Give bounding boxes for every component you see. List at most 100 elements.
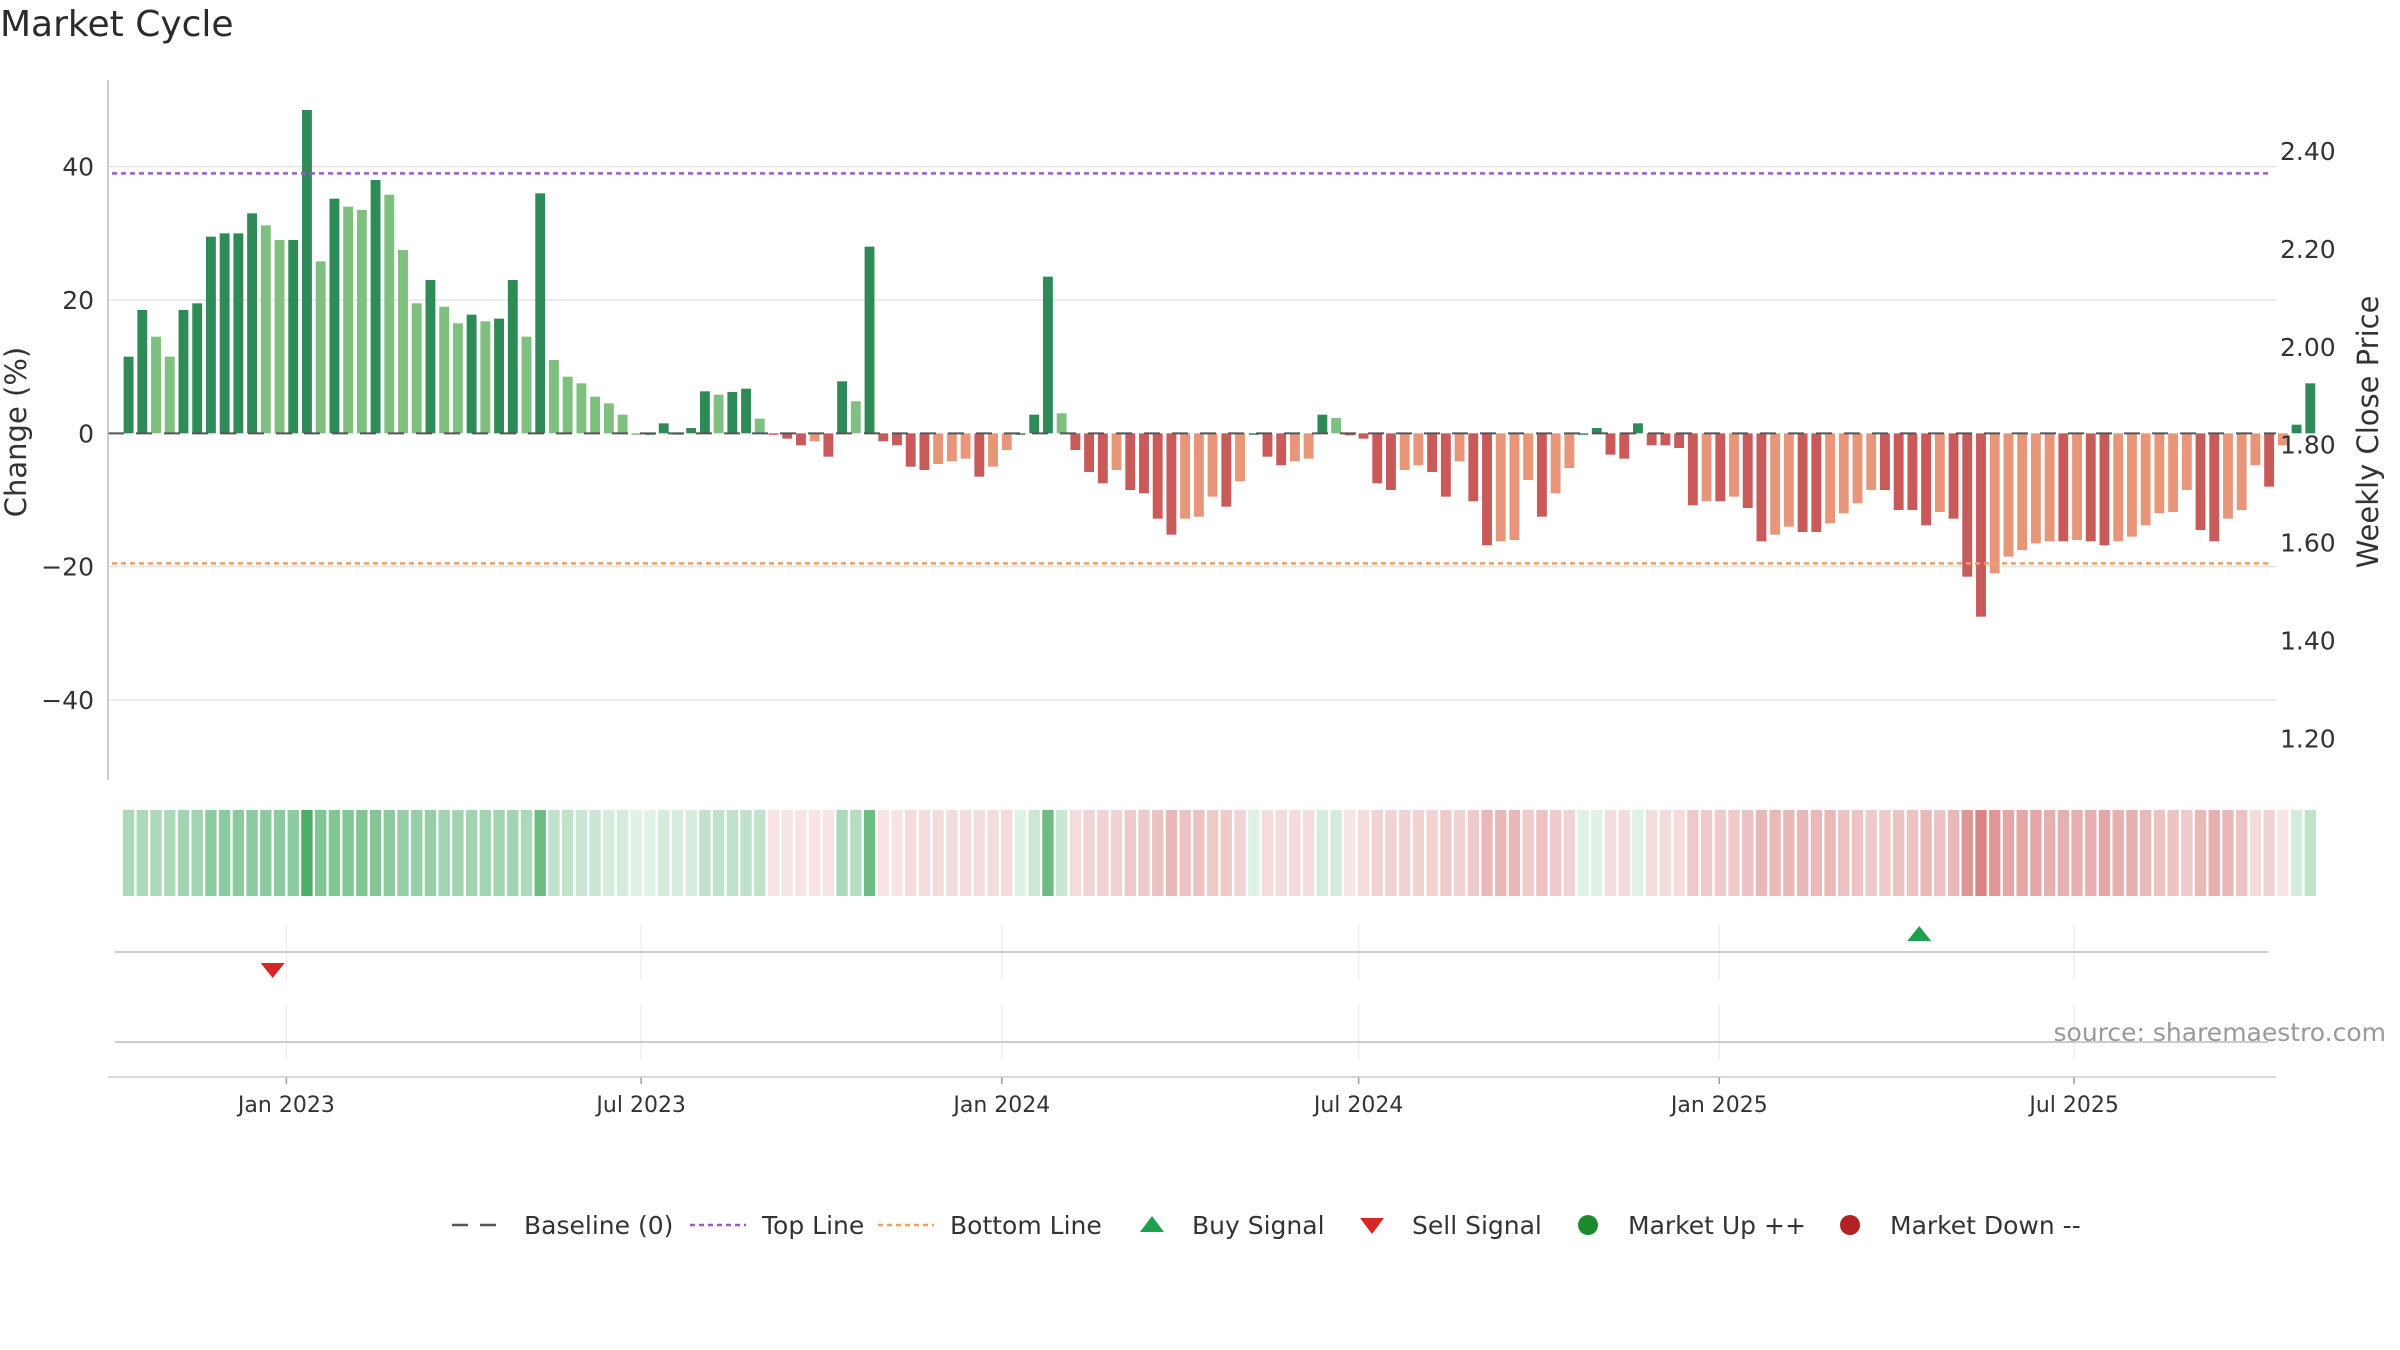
cycle-cell (1426, 810, 1438, 896)
change-bar (151, 336, 161, 434)
change-bar (329, 198, 340, 434)
cycle-cell (616, 810, 629, 896)
change-bar (1742, 433, 1753, 508)
cycle-cell (1989, 810, 2001, 896)
cycle-cell (465, 810, 478, 896)
change-bar (1811, 433, 1822, 532)
change-bar (1729, 433, 1739, 497)
cycle-cell (1481, 810, 1493, 896)
change-bar (2030, 433, 2041, 544)
cycle-cell (1124, 810, 1136, 896)
cycle-cell (1879, 810, 1891, 896)
cycle-cell (1234, 810, 1246, 896)
change-bar (1070, 433, 1081, 450)
change-bar (1125, 433, 1136, 490)
cycle-cell (932, 810, 944, 896)
change-bar (2305, 383, 2316, 434)
cycle-cell (1385, 810, 1397, 896)
change-bar (631, 433, 642, 435)
legend-label: Buy Signal (1192, 1211, 1325, 1240)
cycle-cell (1906, 810, 1919, 896)
cycle-cell (1577, 810, 1589, 896)
cycle-cell (959, 810, 972, 896)
cycle-cell (1495, 810, 1507, 896)
y2-axis-label: Weekly Close Price (2351, 296, 2385, 569)
cycle-cell (1289, 810, 1301, 896)
change-bar (1386, 433, 1396, 490)
cycle-cell (2222, 810, 2234, 896)
change-bar (2113, 433, 2124, 542)
y-tick-label: −20 (41, 553, 94, 582)
cycle-cell (493, 810, 505, 896)
change-bar (1372, 433, 1383, 484)
change-bar (1934, 433, 1945, 512)
change-bar (1084, 433, 1095, 472)
legend-market-down-icon (1840, 1215, 1860, 1235)
y2-tick-label: 2.00 (2280, 333, 2336, 362)
cycle-cell (177, 810, 190, 896)
y2-tick-label: 2.40 (2280, 137, 2336, 166)
change-bar (1674, 433, 1685, 448)
cycle-cell (1152, 810, 1164, 896)
change-bar (974, 433, 985, 477)
change-bar (1235, 433, 1245, 482)
change-bar (1907, 433, 1918, 510)
cycle-cell (1865, 810, 1877, 896)
change-bar (933, 433, 944, 464)
cycle-cell (1097, 810, 1109, 896)
cycle-cell (1014, 810, 1027, 896)
change-bar (1962, 433, 1973, 577)
change-bar (137, 310, 148, 434)
change-bar (1495, 433, 1506, 542)
cycle-cell (1851, 810, 1864, 896)
change-bar (2277, 433, 2288, 446)
change-bar (1770, 433, 1781, 535)
cycle-cell (342, 810, 354, 896)
cycle-cell (905, 810, 917, 896)
cycle-cell (2016, 810, 2028, 896)
change-bar (576, 383, 587, 434)
change-bar (1783, 433, 1794, 527)
cycle-cell (1357, 810, 1370, 896)
cycle-cell (452, 810, 464, 896)
cycle-cell (287, 810, 299, 896)
cycle-cell (562, 810, 574, 896)
cycle-cell (1549, 810, 1562, 896)
legend-label: Bottom Line (950, 1211, 1102, 1240)
change-bar (1262, 433, 1273, 457)
x-tick-label: Jan 2023 (236, 1093, 335, 1118)
cycle-cell (877, 810, 889, 896)
change-bar (905, 433, 916, 467)
cycle-cell (328, 810, 341, 896)
change-bar (850, 401, 861, 434)
change-bar (205, 236, 216, 434)
cycle-cell (520, 810, 533, 896)
cycle-cell (2057, 810, 2069, 896)
change-bar (370, 180, 381, 434)
change-bar (1893, 433, 1904, 510)
change-bar (507, 280, 518, 434)
change-bar (2154, 433, 2165, 514)
cycle-cell (2249, 810, 2262, 896)
change-bar (274, 240, 285, 434)
change-bar (452, 323, 463, 434)
change-bar (1646, 433, 1657, 446)
x-tick-label: Jul 2023 (594, 1093, 686, 1118)
change-bar (247, 213, 258, 434)
cycle-cell (1742, 810, 1754, 896)
change-bar (2044, 433, 2055, 542)
cycle-cell (356, 810, 368, 896)
cycle-cell (754, 810, 766, 896)
change-bar (1331, 418, 1342, 434)
cycle-cell (740, 810, 752, 896)
bar-layer (123, 110, 2316, 617)
grid-layer (108, 165, 2276, 701)
change-bar (164, 356, 175, 434)
cycle-cell (2098, 810, 2111, 896)
cycle-cell (1220, 810, 1232, 896)
change-bar (1948, 433, 1959, 519)
change-bar (1838, 433, 1849, 514)
legend-label: Baseline (0) (524, 1211, 673, 1240)
change-bar (823, 433, 834, 457)
buy-signal-marker (1907, 926, 1932, 941)
